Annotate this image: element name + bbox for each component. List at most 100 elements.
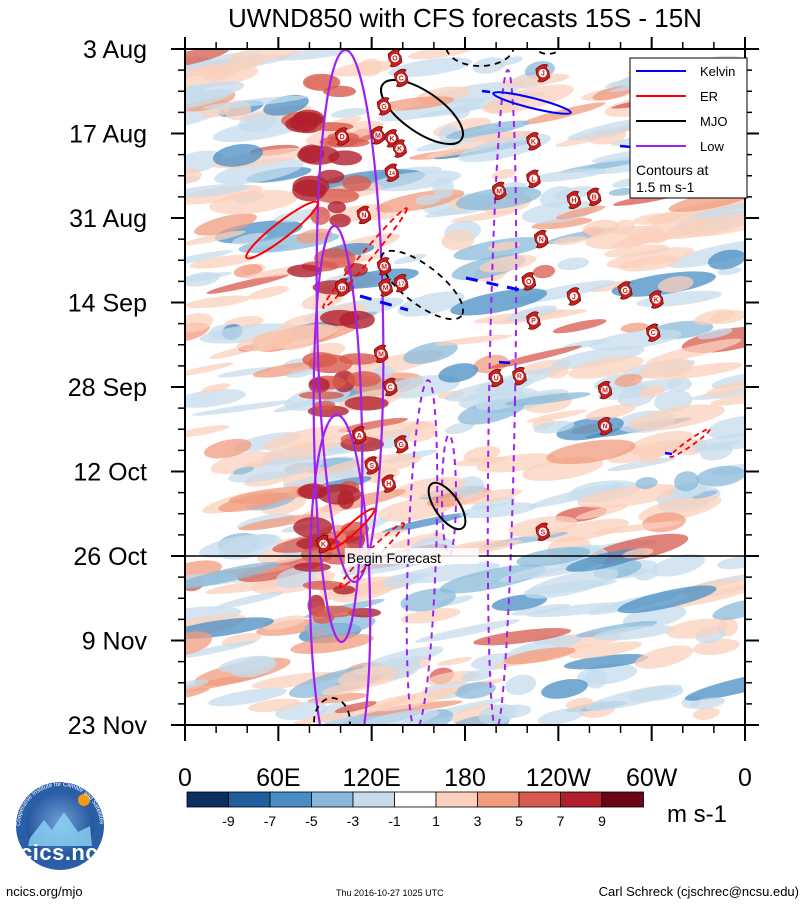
- tc-marker-label: G: [381, 104, 387, 111]
- field-patch: [185, 183, 250, 198]
- field-patch: [537, 708, 584, 725]
- field-patch: [563, 654, 649, 670]
- x-tick-label: 0: [738, 764, 752, 792]
- tc-marker: 17: [393, 274, 409, 293]
- field-patch: [310, 206, 331, 225]
- footer-timestamp: Thu 2016-10-27 1025 UTC: [336, 888, 444, 898]
- tc-marker-label: P: [531, 318, 536, 325]
- kelvin-contour: [481, 89, 491, 94]
- field-patch: [712, 598, 745, 621]
- colorbar-swatch: [518, 791, 561, 808]
- tc-marker: A: [351, 426, 367, 445]
- field-patch: [717, 556, 745, 570]
- field-patch: [607, 457, 675, 472]
- legend-label: Kelvin: [700, 64, 735, 79]
- tc-marker: K: [316, 534, 331, 554]
- field-patch: [628, 404, 725, 431]
- field-patch: [202, 95, 308, 109]
- tc-marker: O: [387, 48, 403, 68]
- legend-note: 1.5 m s-1: [636, 179, 695, 195]
- tc-marker: J: [535, 63, 551, 83]
- tc-marker: K: [526, 132, 541, 151]
- field-patch: [238, 113, 277, 133]
- tc-marker: G: [393, 435, 409, 454]
- field-patch: [293, 517, 333, 538]
- field-patch: [491, 168, 517, 180]
- y-tick-label: 3 Aug: [83, 36, 147, 64]
- field-patch: [192, 400, 296, 416]
- field-patch: [185, 679, 209, 691]
- field-patch: [710, 393, 745, 406]
- field-patch: [455, 488, 523, 505]
- tc-marker: N: [597, 417, 613, 436]
- field-patch: [347, 608, 381, 618]
- tc-marker-label: N: [361, 212, 366, 219]
- field-patch: [441, 230, 475, 251]
- kelvin-contour: [359, 294, 409, 312]
- field-patch: [228, 455, 326, 483]
- field-patch: [262, 615, 306, 630]
- tc-marker-label: O: [526, 279, 532, 286]
- field-patch: [476, 453, 557, 473]
- tc-marker-label: C: [399, 75, 404, 82]
- tc-marker-label: M: [383, 285, 389, 292]
- field-patch: [478, 704, 518, 725]
- field-patch: [217, 367, 275, 378]
- field-patch: [397, 291, 465, 317]
- field-patch: [639, 385, 665, 398]
- begin-forecast-label: Begin Forecast: [347, 550, 441, 566]
- field-patch: [646, 338, 742, 365]
- footer-url[interactable]: ncics.org/mjo: [6, 884, 83, 899]
- field-patch: [577, 484, 683, 508]
- field-patch: [185, 230, 246, 246]
- field-patch: [198, 534, 277, 558]
- field-patch: [475, 388, 538, 411]
- field-patch: [315, 188, 360, 204]
- colorbar-swatch: [435, 791, 478, 808]
- field-patch: [544, 518, 629, 543]
- field-patch: [296, 228, 333, 244]
- legend-note: Contours at: [636, 162, 708, 178]
- tc-marker: M: [370, 126, 386, 145]
- field-patch: [378, 97, 486, 122]
- field-patch: [232, 466, 254, 475]
- y-tick-label: 9 Nov: [82, 628, 148, 656]
- field-patch: [185, 49, 230, 70]
- field-patch: [565, 697, 594, 710]
- mjo-contour: [379, 249, 465, 321]
- tc-marker: H: [566, 190, 582, 210]
- field-patch: [505, 674, 537, 696]
- tc-marker: L: [526, 169, 541, 188]
- tc-marker: M: [597, 380, 613, 400]
- field-patch: [329, 213, 351, 228]
- colorbar-swatch: [352, 791, 395, 808]
- field-patch: [286, 369, 316, 378]
- tc-marker: M: [373, 344, 389, 363]
- field-patch: [400, 588, 456, 612]
- field-patch: [438, 363, 479, 383]
- tc-marker-label: G: [622, 288, 628, 295]
- field-patch: [557, 257, 590, 271]
- tc-marker-label: J: [541, 71, 545, 78]
- field-patch: [201, 383, 231, 393]
- field-patch: [707, 416, 745, 439]
- tc-marker-label: R: [517, 374, 522, 381]
- field-patch: [415, 194, 442, 205]
- field-patch: [383, 573, 420, 588]
- field-patch: [488, 345, 582, 369]
- field-patch: [585, 684, 683, 711]
- tc-marker-label: 18: [339, 286, 345, 292]
- tc-marker: B: [586, 187, 602, 207]
- field-patch: [473, 628, 572, 646]
- field-patch: [330, 107, 369, 118]
- field-patch: [532, 264, 556, 279]
- tc-marker: S: [535, 522, 551, 542]
- tc-marker: G: [376, 97, 392, 116]
- field-patch: [376, 687, 459, 712]
- field-patch: [185, 688, 210, 701]
- tc-marker: N: [533, 229, 549, 249]
- field-patch: [344, 396, 389, 411]
- legend-label: Low: [700, 139, 724, 154]
- field-patch: [444, 422, 475, 435]
